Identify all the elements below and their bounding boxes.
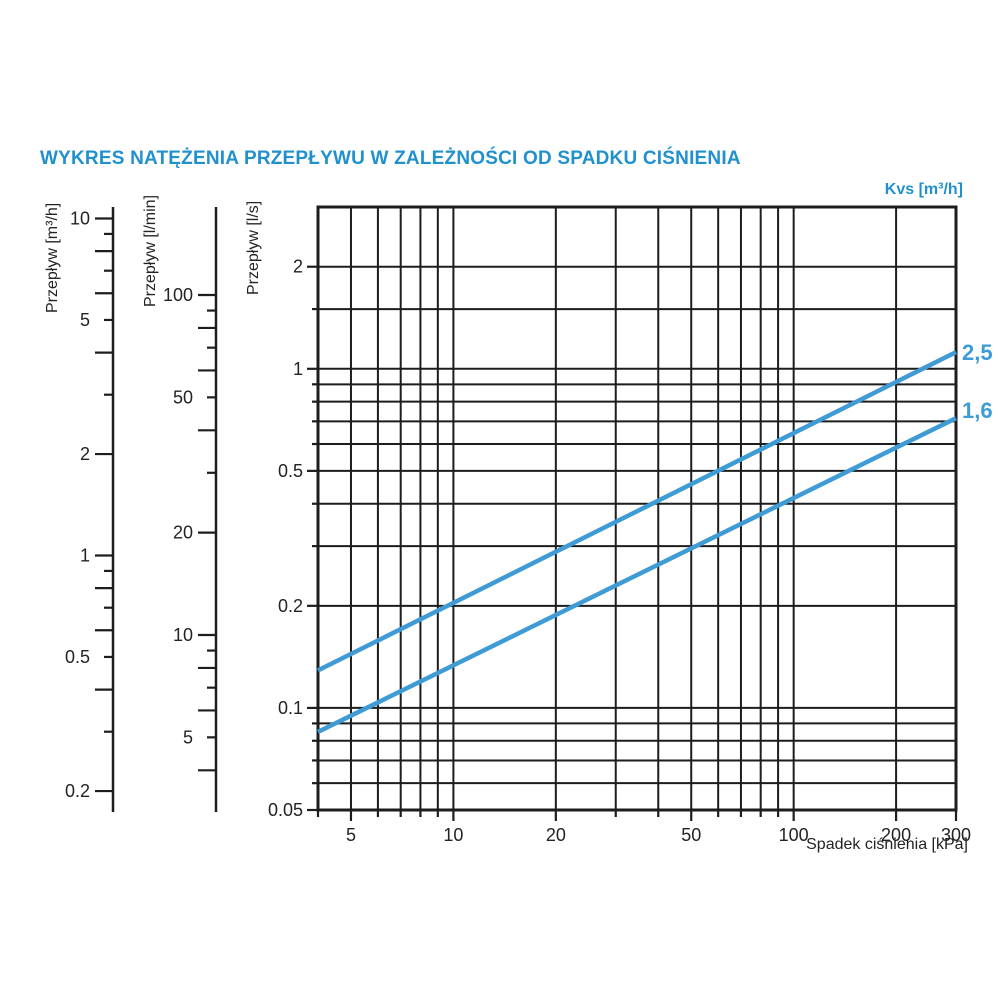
y-axis-label-m3h: Przepływ [m³/h] [44,202,61,313]
series-label-kvs-1-6: 1,6 [962,398,993,423]
x-tick-label: 50 [681,825,701,845]
kvs-unit-header: Kvs [m³/h] [884,181,963,198]
y-axis-label-lmin: Przepływ [l/min] [142,194,159,307]
plot-border [316,205,958,812]
y-tick-label: 0.05 [268,800,303,820]
nomo-tick-label-m3h: 2 [80,444,90,464]
nomo-tick-label-m3h: 0.5 [65,647,90,667]
x-tick-label: 5 [346,825,356,845]
page-title: WYKRES NATĘŻENIA PRZEPŁYWU W ZALEŻNOŚCI … [40,148,741,169]
x-tick-label: 10 [443,825,463,845]
y-tick-label: 0.1 [278,698,303,718]
series-label-kvs-2-5: 2,5 [962,340,993,365]
x-tick-label: 300 [941,825,971,845]
nomo-tick-label-lmin: 20 [173,523,193,543]
nomo-tick-label-lmin: 10 [173,625,193,645]
x-tick-label: 20 [546,825,566,845]
series-line-kvs-2-5 [316,350,958,673]
x-tick-label: 100 [779,825,809,845]
y-tick-label: 0.5 [278,461,303,481]
nomo-tick-label-m3h: 1 [80,546,90,566]
y-axis-label-ls: Przepływ [l/s] [245,200,262,295]
nomo-tick-label-lmin: 100 [163,285,193,305]
nomo-tick-label-m3h: 0.2 [65,781,90,801]
nomo-tick-label-lmin: 5 [183,727,193,747]
nomo-tick-label-m3h: 10 [70,209,90,229]
y-tick-label: 1 [293,359,303,379]
x-tick-label: 200 [881,825,911,845]
nomo-tick-label-m3h: 5 [80,310,90,330]
series-line-kvs-1-6 [317,416,957,734]
y-tick-label: 0.2 [278,596,303,616]
nomo-tick-label-lmin: 50 [173,387,193,407]
y-tick-label: 2 [293,257,303,277]
x-axis-label: Spadek ciśnienia [kPa] [806,836,968,853]
